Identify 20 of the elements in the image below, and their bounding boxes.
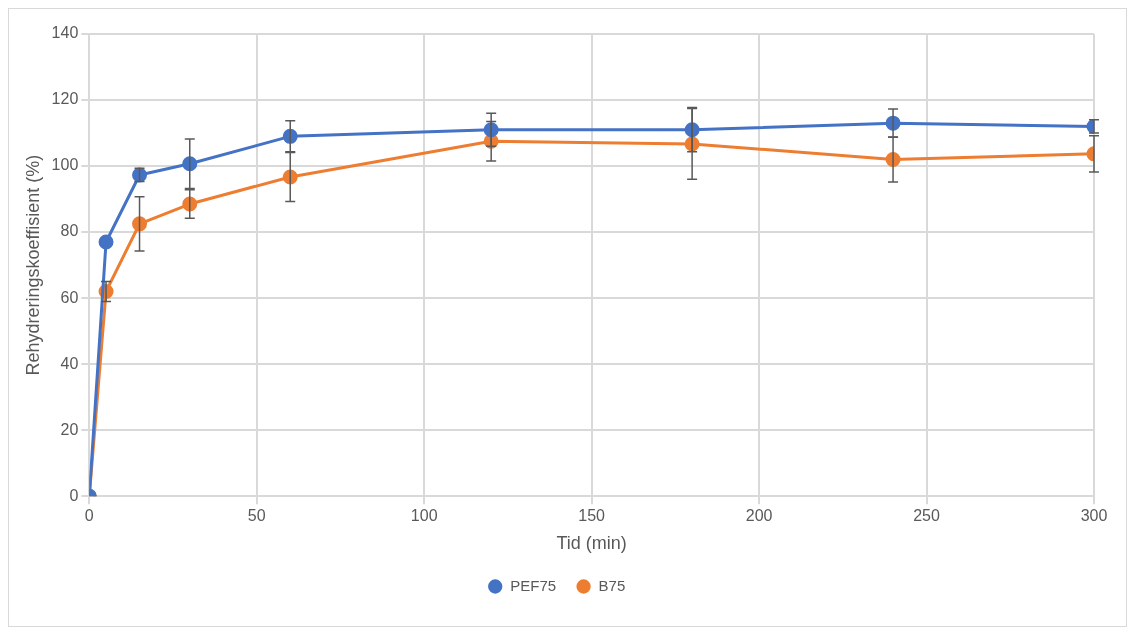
y-tick-label: 100 [51, 156, 79, 174]
y-tick-label: 40 [60, 354, 79, 372]
y-tick-label: 0 [69, 486, 79, 504]
y-tick-label: 120 [51, 90, 79, 108]
x-tick-label: 150 [578, 507, 606, 525]
point [98, 234, 114, 250]
x-tick-label: 0 [84, 507, 94, 525]
y-tick-label: 20 [60, 420, 79, 438]
x-axis-title: Tid (min) [556, 533, 627, 554]
y-tick-label: 80 [60, 222, 79, 240]
x-tick-label: 50 [247, 507, 266, 525]
y-tick-label: 140 [51, 24, 79, 42]
y-axis-title: Rehydreringskoeffisient (%) [22, 154, 43, 376]
y-tick-label: 60 [60, 288, 79, 306]
x-tick-label: 200 [745, 507, 773, 525]
x-tick-label: 250 [913, 507, 940, 525]
x-tick-label: 300 [1080, 507, 1108, 525]
legend-label: B75 [598, 576, 626, 594]
legend-label: PEF75 [510, 576, 557, 594]
x-tick-label: 100 [410, 507, 438, 525]
